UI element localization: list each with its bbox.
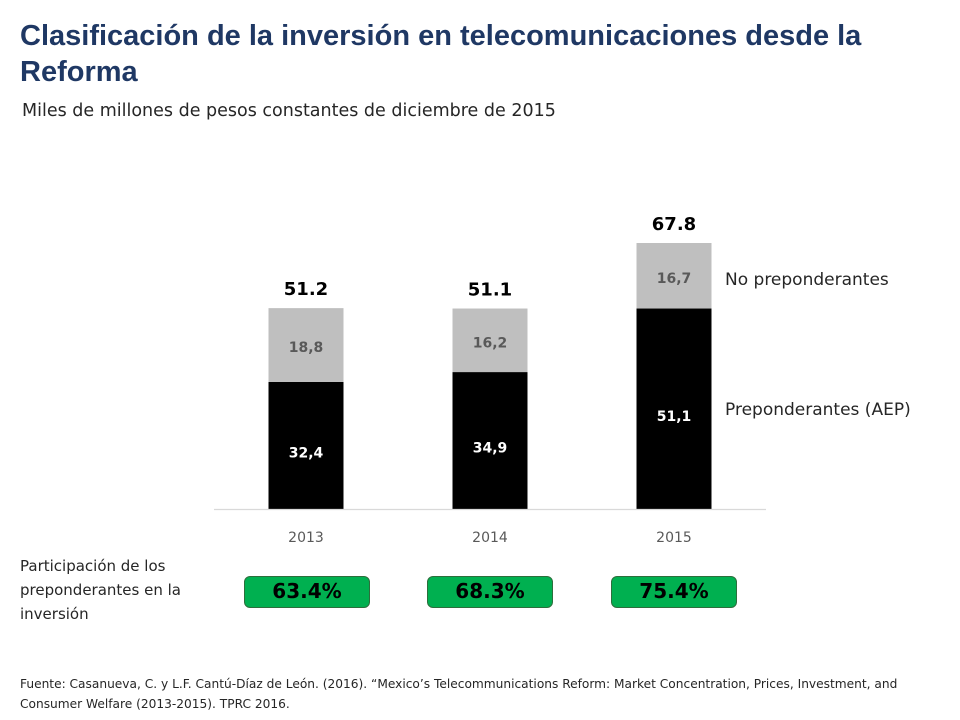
bar-segment-no-preponderantes-2013 [268, 308, 344, 382]
x-tick-label-2014: 2014 [472, 530, 508, 546]
data-label-preponderantes-2013: 32,4 [289, 445, 324, 461]
bar-segment-preponderantes-2014 [452, 372, 528, 509]
source-note: Fuente: Casanueva, C. y L.F. Cantú-Díaz … [20, 677, 898, 711]
page-subtitle: Miles de millones de pesos constantes de… [22, 101, 556, 121]
data-label-preponderantes-2015: 51,1 [657, 409, 692, 425]
bar-segment-preponderantes-2015 [636, 308, 712, 509]
share-badge-2013: 63.4% [244, 576, 370, 608]
legend-preponderantes: Preponderantes (AEP) [725, 400, 911, 420]
x-tick-label-2013: 2013 [288, 530, 324, 546]
data-label-no-preponderantes-2014: 16,2 [473, 335, 508, 351]
legend-no-preponderantes: No preponderantes [725, 270, 889, 290]
total-label-2014: 51.1 [468, 280, 512, 301]
bar-segment-no-preponderantes-2014 [452, 308, 528, 373]
data-label-no-preponderantes-2013: 18,8 [289, 340, 324, 356]
data-label-preponderantes-2014: 34,9 [473, 441, 508, 457]
share-badge-2015: 75.4% [611, 576, 737, 608]
data-label-no-preponderantes-2015: 16,7 [657, 271, 692, 287]
total-label-2015: 67.8 [652, 214, 696, 235]
page-title: Clasificación de la inversión en telecom… [20, 20, 862, 88]
bar-segment-preponderantes-2013 [268, 381, 344, 509]
total-label-2013: 51.2 [284, 279, 328, 300]
bar-segment-no-preponderantes-2015 [636, 243, 712, 309]
investment-share-label: Participación de los preponderantes en l… [20, 557, 181, 623]
share-badge-2014: 68.3% [427, 576, 553, 608]
x-tick-label-2015: 2015 [656, 530, 692, 546]
